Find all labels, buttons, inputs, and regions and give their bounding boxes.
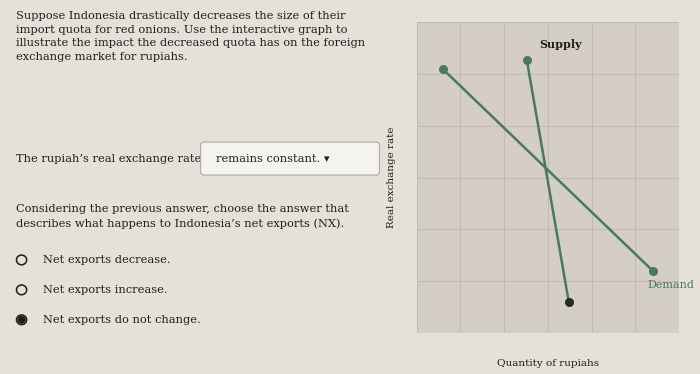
Text: Net exports increase.: Net exports increase. [43,285,168,295]
Text: Real exchange rate: Real exchange rate [388,127,396,229]
FancyBboxPatch shape [201,142,379,175]
Text: Net exports decrease.: Net exports decrease. [43,255,171,265]
Text: Quantity of rupiahs: Quantity of rupiahs [497,359,598,368]
Text: Demand: Demand [648,280,694,290]
Text: Supply: Supply [540,39,582,50]
Text: remains constant. ▾: remains constant. ▾ [216,154,329,163]
Circle shape [18,316,25,323]
Text: Net exports do not change.: Net exports do not change. [43,315,201,325]
Text: Suppose Indonesia drastically decreases the size of their
import quota for red o: Suppose Indonesia drastically decreases … [15,11,365,62]
Text: The rupiah’s real exchange rate: The rupiah’s real exchange rate [15,154,201,164]
Text: Considering the previous answer, choose the answer that
describes what happens t: Considering the previous answer, choose … [15,204,349,229]
